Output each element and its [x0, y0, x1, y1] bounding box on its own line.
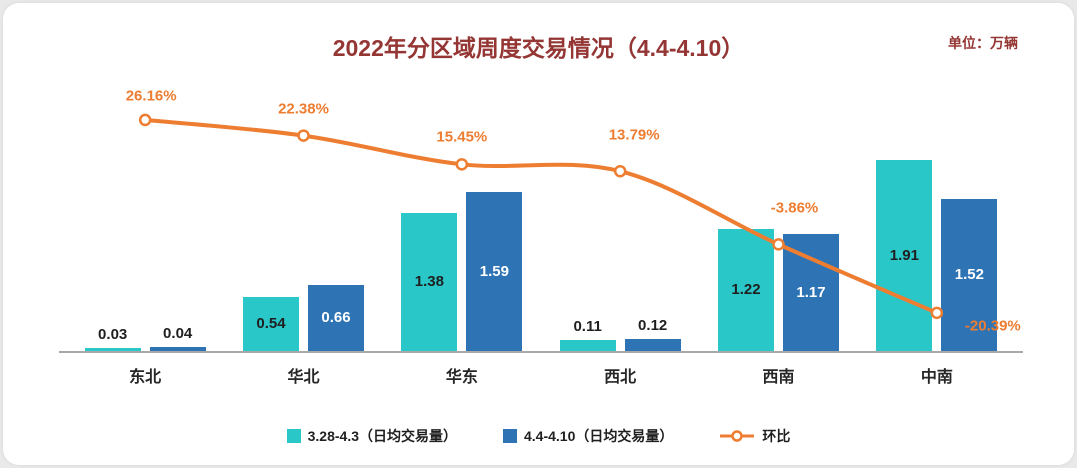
category-label: 西北: [604, 369, 637, 386]
x-axis-line: [59, 351, 1023, 353]
bar: [718, 229, 774, 351]
bar: [876, 160, 933, 351]
chart-card: 2022年分区域周度交易情况（4.4-4.10） 单位：万辆 0.03 0.54 1…: [3, 3, 1074, 465]
chart-title: 2022年分区域周度交易情况（4.4-4.10）: [332, 35, 745, 61]
bar-value-label: 1.17: [796, 283, 826, 301]
line-path: [143, 117, 939, 315]
legend-item: 4.4-4.10（日均交易量）: [503, 426, 673, 446]
bar-value-label: 1.91: [889, 246, 919, 264]
legend-swatch-teal: [286, 429, 301, 443]
chart-plot: 0.03 0.54 1.38 0.11 1.22 1.91 0.04 0.66 1.59 0.12…: [41, 65, 1041, 386]
bar-value-label: 1.22: [731, 281, 761, 298]
bar: [941, 199, 998, 351]
category-label: 华东: [445, 369, 478, 386]
line-value-label: 26.16%: [125, 87, 177, 105]
chart-legend: 3.28-4.3（日均交易量） 4.4-4.10（日均交易量） 环比: [3, 426, 1074, 446]
bar: [84, 348, 141, 351]
bar: [559, 340, 616, 351]
line-point-marker: [613, 164, 627, 178]
legend-item: 环比: [719, 426, 790, 446]
legend-swatch-blue: [503, 429, 517, 443]
line-value-label: -20.39%: [964, 317, 1021, 335]
bar-value-label: 1.38: [414, 273, 444, 290]
bar: [624, 339, 681, 351]
line-point-marker: [138, 113, 152, 127]
bar-value-label: 0.04: [163, 325, 193, 342]
bar: [466, 192, 523, 351]
bar-value-label: 1.52: [954, 266, 984, 283]
line-value-label: 13.79%: [608, 126, 660, 144]
bar-value-label: 1.59: [479, 262, 509, 280]
bar: [243, 297, 299, 351]
line-series-layer: [138, 113, 944, 320]
line-point-marker: [455, 158, 469, 171]
bar-value-label: 0.54: [256, 315, 286, 332]
legend-label: 4.4-4.10（日均交易量）: [524, 428, 674, 444]
category-label: 东北: [129, 369, 162, 386]
line-value-label: 15.45%: [436, 128, 488, 146]
line-value-label: -3.86%: [770, 199, 819, 217]
bar: [149, 347, 206, 351]
bar-value-label: 0.12: [638, 317, 668, 334]
bar: [401, 213, 458, 351]
legend-label: 环比: [762, 428, 791, 444]
legend-line-marker-icon: [720, 430, 755, 442]
legend-label: 3.28-4.3（日均交易量）: [307, 428, 457, 444]
legend-item: 3.28-4.3（日均交易量）: [286, 426, 457, 446]
line-point-marker: [930, 306, 944, 320]
line-value-label: 22.38%: [278, 100, 329, 118]
line-point-marker: [297, 129, 310, 142]
bar-value-label: 0.66: [321, 309, 351, 326]
unit-label: 单位：万辆: [948, 35, 1018, 51]
bar: [783, 234, 839, 351]
bar: [308, 285, 364, 351]
category-label: 中南: [920, 369, 953, 386]
bar-value-label: 0.03: [98, 326, 128, 343]
category-label: 西南: [762, 369, 795, 386]
line-point-marker: [772, 238, 785, 251]
bar-value-label: 0.11: [573, 318, 602, 335]
category-label: 华北: [287, 369, 320, 386]
